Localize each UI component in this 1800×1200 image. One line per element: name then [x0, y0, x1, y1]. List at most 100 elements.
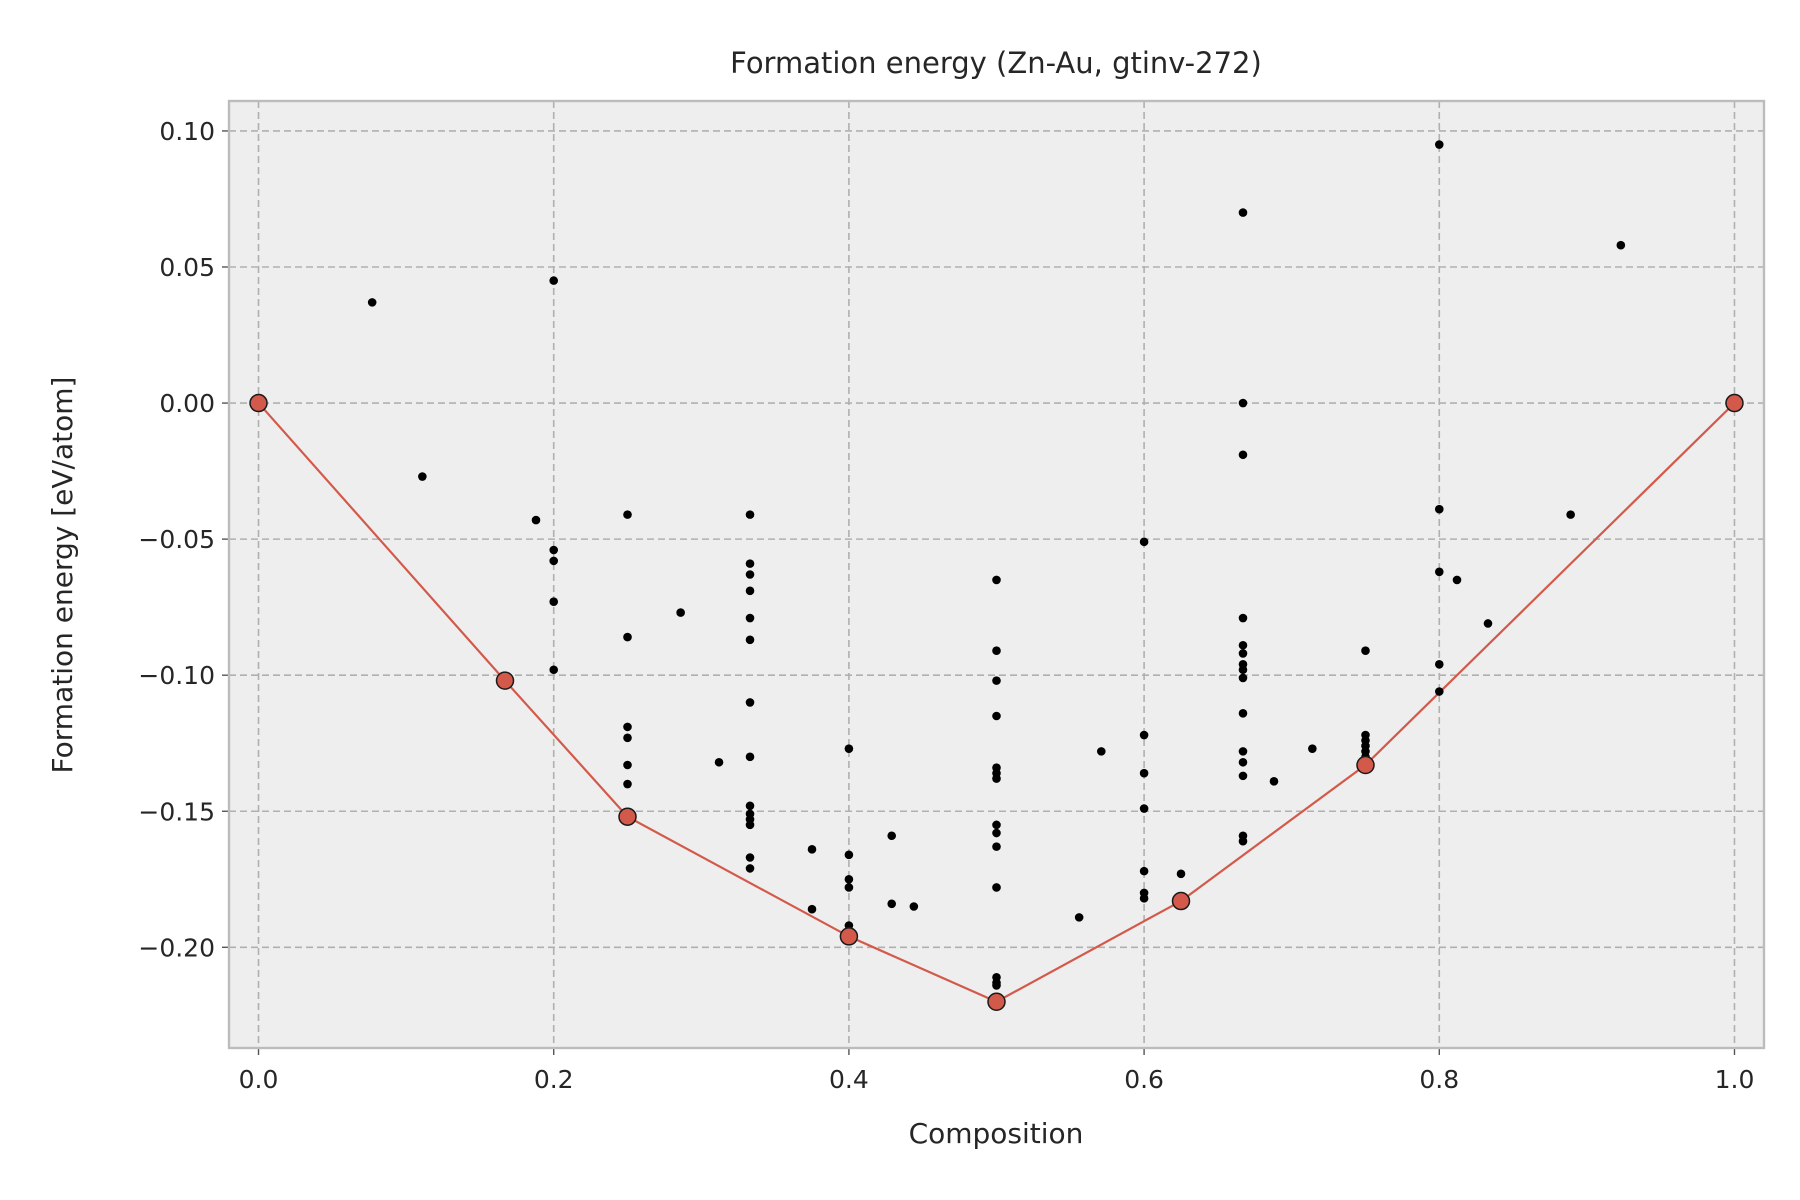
structure-point: [909, 902, 919, 911]
structure-point: [1139, 894, 1149, 903]
structure-point: [992, 774, 1001, 783]
structure-point: [1269, 777, 1279, 786]
structure-point: [676, 608, 685, 617]
structure-point: [1096, 747, 1106, 756]
structure-point: [1616, 240, 1626, 250]
structure-point: [549, 276, 559, 285]
structure-point: [1238, 208, 1248, 217]
hull-point: [1171, 891, 1191, 911]
x-tick-label: 0.6: [1124, 1065, 1164, 1094]
x-tick-label: 0.4: [829, 1065, 869, 1094]
structure-point: [1139, 768, 1149, 778]
structure-point: [1176, 869, 1186, 879]
structure-point: [1566, 510, 1575, 519]
structure-point: [1238, 398, 1248, 408]
structure-point: [1238, 640, 1248, 650]
structure-point: [1434, 660, 1444, 669]
structure-point: [1238, 771, 1248, 781]
structure-point: [623, 733, 632, 743]
x-tick-label: 1.0: [1715, 1065, 1755, 1094]
structure-point: [992, 676, 1001, 685]
structure-point: [1238, 649, 1248, 658]
structure-point: [745, 698, 755, 707]
y-tick-labels: 0.10 0.05 0.00 −0.05 −0.10 −0.15 −0.20: [138, 117, 215, 962]
structure-point: [1238, 708, 1248, 718]
structure-point: [1238, 450, 1248, 460]
hull-point: [249, 393, 268, 413]
structure-point: [992, 820, 1001, 830]
grid: [229, 101, 1764, 1048]
hull-point: [987, 992, 1006, 1011]
y-tick-label: −0.20: [138, 933, 215, 962]
structure-point: [623, 510, 632, 519]
structure-point: [745, 864, 755, 873]
structure-point: [418, 472, 427, 481]
structure-point: [992, 842, 1001, 851]
structure-point: [992, 646, 1001, 655]
structure-point: [1238, 836, 1248, 846]
structure-point: [745, 801, 755, 811]
x-tick-label: 0.0: [239, 1065, 279, 1094]
structure-point: [1139, 866, 1149, 876]
structure-point: [623, 760, 632, 770]
structure-point: [992, 711, 1001, 721]
structure-point: [1434, 567, 1444, 577]
structure-point: [844, 874, 854, 884]
structure-point: [1452, 575, 1462, 585]
structure-point: [1074, 913, 1084, 922]
structure-point: [1238, 613, 1248, 623]
structure-point: [807, 904, 817, 914]
structure-point: [1434, 140, 1444, 149]
hull-point: [1356, 755, 1375, 775]
y-tick-label: −0.10: [138, 661, 215, 690]
structure-point: [549, 556, 559, 566]
structure-point: [1238, 673, 1248, 683]
x-tick-labels: 0.0 0.2 0.4 0.6 0.8 1.0: [239, 1065, 1755, 1094]
y-tick-label: 0.10: [159, 117, 215, 146]
y-tick-label: 0.00: [159, 389, 215, 418]
structure-point: [1361, 646, 1370, 655]
structure-points: [367, 140, 1626, 990]
structure-point: [1434, 687, 1444, 696]
y-tick-label: −0.15: [138, 797, 215, 826]
structure-point: [745, 510, 755, 519]
structure-point: [887, 831, 897, 841]
structure-point: [367, 298, 377, 307]
x-tick-label: 0.2: [534, 1065, 574, 1094]
y-axis-label: Formation energy [eV/atom]: [46, 377, 79, 774]
structure-point: [807, 845, 817, 854]
structure-point: [992, 828, 1001, 838]
structure-point: [745, 613, 755, 623]
structure-point: [1139, 804, 1149, 813]
structure-point: [745, 752, 755, 762]
structure-point: [623, 779, 632, 789]
structure-point: [1483, 619, 1493, 628]
y-tick-label: −0.05: [138, 525, 215, 554]
y-tick-label: 0.05: [159, 253, 215, 282]
structure-point: [992, 575, 1001, 585]
structure-point: [844, 883, 854, 892]
structure-point: [1238, 747, 1248, 756]
hull-point: [839, 927, 859, 946]
structure-point: [745, 820, 755, 830]
structure-point: [745, 586, 755, 596]
structure-point: [992, 981, 1001, 990]
x-axis-label: Composition: [909, 1117, 1084, 1150]
x-tick-label: 0.8: [1419, 1065, 1459, 1094]
structure-point: [745, 559, 755, 568]
chart-title: Formation energy (Zn-Au, gtinv-272): [730, 46, 1262, 80]
hull-line-layer: [257, 402, 1736, 1003]
structure-point: [531, 515, 541, 525]
structure-point: [623, 632, 632, 642]
structure-point: [844, 850, 854, 860]
structure-point: [745, 635, 755, 645]
structure-point: [745, 570, 755, 579]
plot-background: [229, 101, 1764, 1048]
structure-point: [1308, 744, 1317, 753]
structure-point: [1434, 504, 1444, 514]
structure-point: [714, 757, 724, 767]
hull-point: [618, 807, 637, 826]
structure-point: [745, 853, 755, 862]
structure-point: [1139, 730, 1149, 740]
